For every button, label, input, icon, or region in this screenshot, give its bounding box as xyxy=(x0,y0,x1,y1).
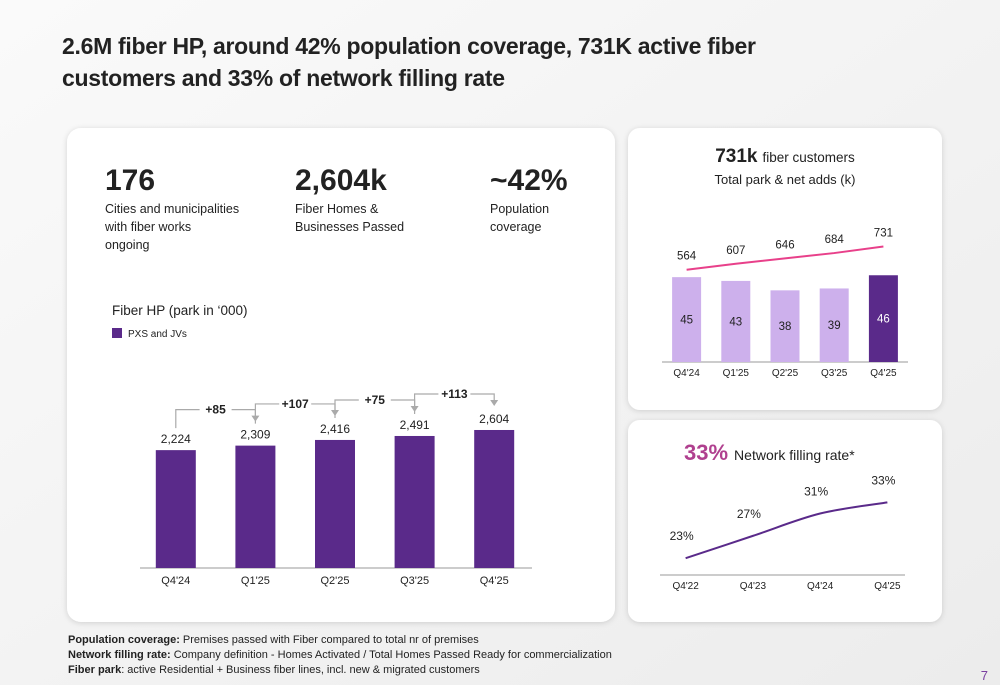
title-text: Network filling rate* xyxy=(734,447,855,463)
chart-title: Fiber HP (park in ‘000) xyxy=(112,303,248,318)
bar xyxy=(868,275,898,362)
title-text: fiber customers xyxy=(763,150,856,165)
kpi-label: Fiber Homes & xyxy=(295,202,379,216)
footnote-text: : active Residential + Business fiber li… xyxy=(121,664,480,676)
footnote-text: Premises passed with Fiber compared to t… xyxy=(183,634,479,646)
kpi-label: ongoing xyxy=(105,238,150,252)
value-label: 2,224 xyxy=(161,432,191,446)
kpi-label: coverage xyxy=(490,220,541,234)
line xyxy=(686,245,884,271)
net-add-label: +85 xyxy=(205,403,226,417)
value-label: 731 xyxy=(874,228,893,240)
label-bg xyxy=(438,385,471,400)
footnote: Network filling rate: Company definition … xyxy=(68,649,612,661)
slide-title: customers and 33% of network filling rat… xyxy=(62,65,505,91)
kpi-label: Cities and municipalities xyxy=(105,202,239,216)
chart-title: 33% Network filling rate* xyxy=(684,440,855,465)
x-tick-label: Q3'25 xyxy=(821,368,848,379)
value-label: 2,416 xyxy=(320,422,350,436)
value-label: 23% xyxy=(670,529,694,543)
card xyxy=(628,420,942,622)
bar xyxy=(770,290,800,362)
footnote-label: Fiber park xyxy=(68,664,122,676)
value-label: 45 xyxy=(680,315,693,327)
bar xyxy=(315,439,355,568)
kpi-value: ~42% xyxy=(490,164,568,197)
bar xyxy=(235,445,276,568)
net-add-label: +107 xyxy=(282,397,309,411)
x-tick-label: Q4'25 xyxy=(874,581,901,592)
x-tick-label: Q2'25 xyxy=(772,368,799,379)
bar xyxy=(819,288,849,362)
title-value: 731k xyxy=(715,146,758,167)
kpi-label: Businesses Passed xyxy=(295,220,404,234)
line xyxy=(685,501,888,560)
x-tick-label: Q2'25 xyxy=(320,575,349,587)
kpi-label: with fiber works xyxy=(104,220,191,234)
value-label: 684 xyxy=(825,234,845,246)
page-number: 7 xyxy=(981,668,988,683)
net-add-label: +75 xyxy=(365,393,386,407)
value-label: 2,604 xyxy=(479,412,509,426)
footnote: Population coverage: Premises passed with… xyxy=(68,634,479,646)
chart-subtitle: Total park & net adds (k) xyxy=(715,172,856,187)
value-label: 31% xyxy=(804,485,828,499)
label-bg xyxy=(358,391,391,406)
title-value: 33% xyxy=(684,440,728,465)
x-tick-label: Q4'24 xyxy=(673,368,700,379)
kpi-value: 176 xyxy=(105,164,155,197)
value-label: 46 xyxy=(877,314,890,326)
value-label: 43 xyxy=(729,316,742,328)
bar xyxy=(155,450,196,568)
x-tick-label: Q4'25 xyxy=(480,575,509,587)
label-bg xyxy=(199,401,232,416)
bar xyxy=(394,435,435,568)
x-tick-label: Q4'22 xyxy=(672,581,699,592)
value-label: 2,309 xyxy=(240,428,270,442)
value-label: 27% xyxy=(737,507,761,521)
kpi-label: Population xyxy=(490,202,549,216)
value-label: 38 xyxy=(779,321,792,333)
x-tick-label: Q3'25 xyxy=(400,575,429,587)
value-label: 646 xyxy=(775,239,794,251)
value-label: 2,491 xyxy=(400,418,430,432)
x-tick-label: Q4'23 xyxy=(740,581,767,592)
x-tick-label: Q4'24 xyxy=(807,581,834,592)
label-bg xyxy=(279,395,312,410)
legend-label: PXS and JVs xyxy=(128,329,187,340)
x-tick-label: Q1'25 xyxy=(241,575,270,587)
footnote-label: Network filling rate: xyxy=(68,649,171,661)
kpi-value: 2,604k xyxy=(295,164,387,197)
legend-swatch xyxy=(112,328,122,338)
footnote-label: Population coverage: xyxy=(68,634,180,646)
x-tick-label: Q4'25 xyxy=(870,368,897,379)
slide-title: 2.6M fiber HP, around 42% population cov… xyxy=(62,33,756,59)
bar xyxy=(721,280,751,362)
value-label: 39 xyxy=(828,320,841,332)
footnote-text: Company definition - Homes Activated / T… xyxy=(174,649,612,661)
footnote: Fiber park: active Residential + Busines… xyxy=(68,664,480,676)
chart-title: 731k fiber customers xyxy=(715,146,855,167)
x-tick-label: Q4'24 xyxy=(161,575,190,587)
x-tick-label: Q1'25 xyxy=(723,368,750,379)
net-add-label: +113 xyxy=(441,387,468,401)
value-label: 564 xyxy=(677,251,697,263)
card xyxy=(628,128,942,410)
value-label: 33% xyxy=(871,473,895,487)
bar xyxy=(672,277,702,362)
bar xyxy=(474,429,515,568)
value-label: 607 xyxy=(726,245,745,257)
arrow-head xyxy=(490,399,499,406)
